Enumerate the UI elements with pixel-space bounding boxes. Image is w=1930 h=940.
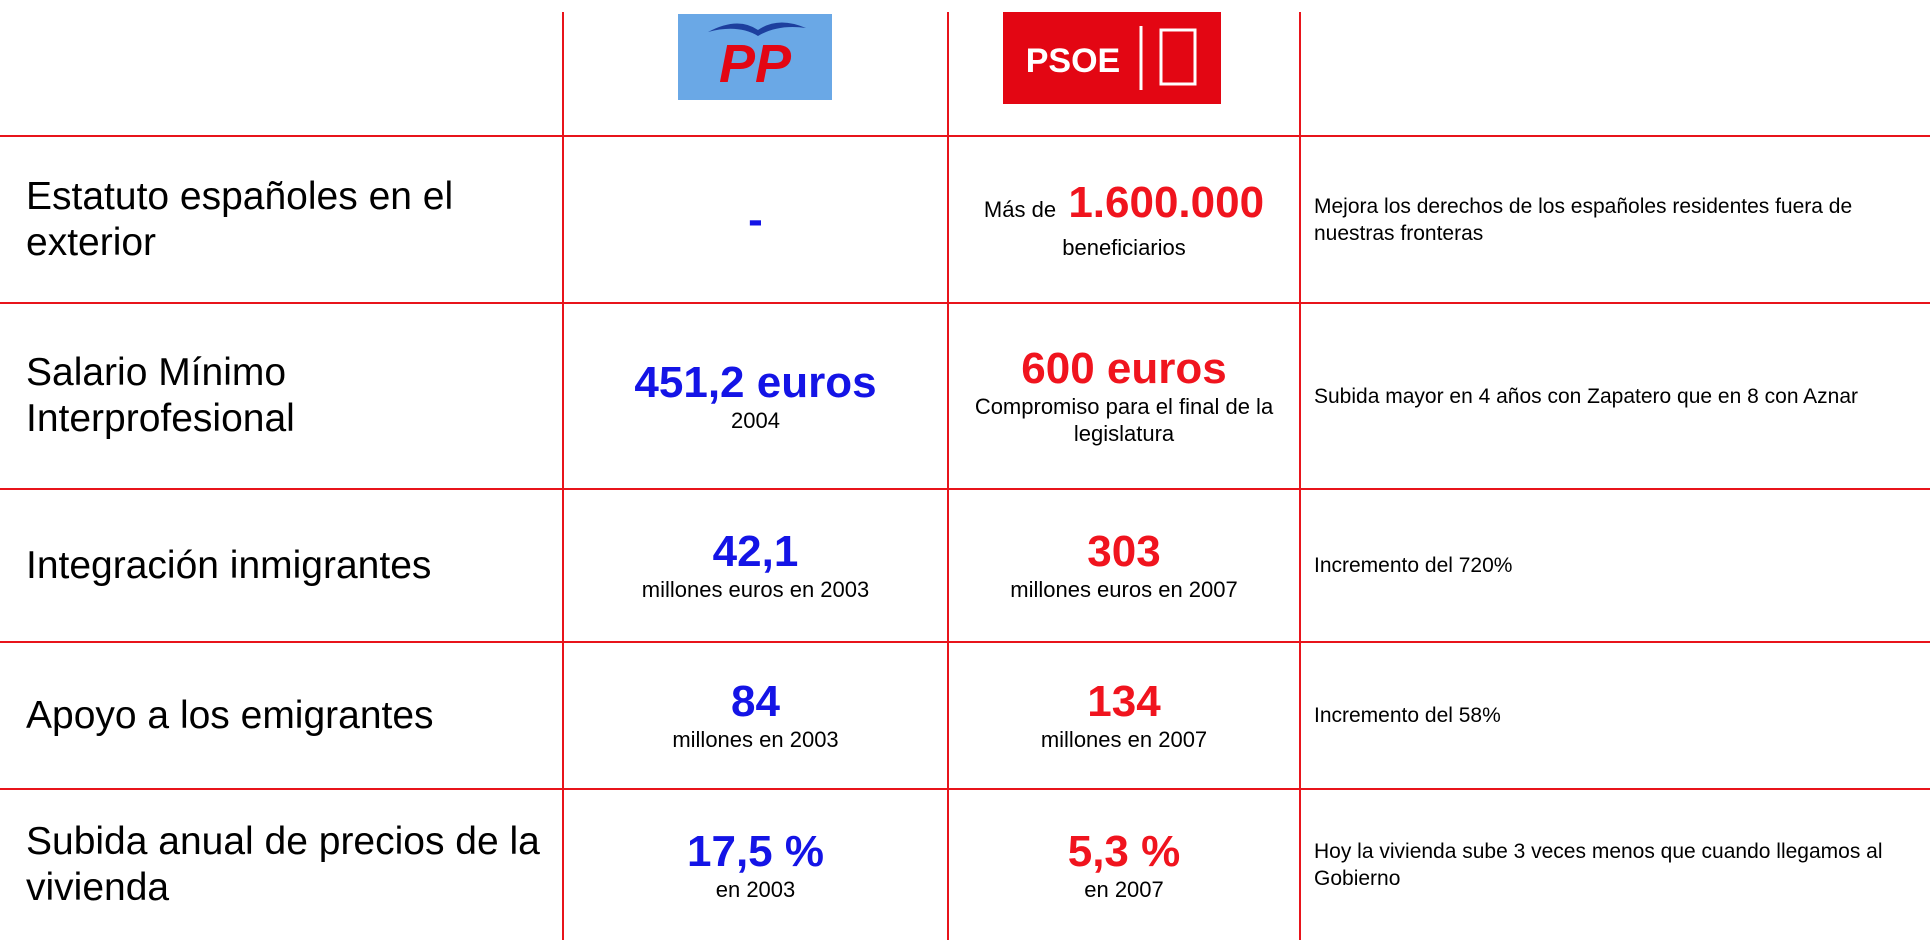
pp-cell: 17,5 % en 2003 [564,790,947,940]
psoe-value: 134 [1087,678,1160,726]
value: 134 [1087,677,1161,726]
pp-cell: 451,2 euros 2004 [564,304,947,488]
psoe-cell: 5,3 % en 2007 [949,790,1299,940]
psoe-logo-text: PSOE [1026,42,1120,80]
row-line [0,135,1930,137]
row-line [0,788,1930,790]
column-line [947,12,949,940]
pp-note: millones en 2003 [672,727,839,752]
psoe-note: millones en 2007 [1040,727,1208,752]
rose-icon [1159,28,1197,86]
value: 84 [731,677,780,726]
psoe-value: 600 euros [1021,345,1226,393]
pp-note: millones euros en 2003 [641,577,870,602]
row-line [0,641,1930,643]
psoe-value: 303 [1087,528,1160,576]
row-label: Estatuto españoles en el exterior [26,174,454,264]
psoe-cell: 303 millones euros en 2007 [949,490,1299,641]
psoe-note: millones euros en 2007 [1010,577,1238,602]
pp-logo-text: PP [719,34,792,94]
pp-value: 42,1 [713,528,799,576]
psoe-note: beneficiarios [1062,234,1186,260]
comment: Incremento del 58% [1314,704,1501,727]
comment: Mejora los derechos de los españoles res… [1314,194,1853,245]
psoe-note: Compromiso para el final de la legislatu… [974,394,1274,446]
value: 303 [1087,527,1161,576]
comment: Subida mayor en 4 años con Zapatero que … [1314,384,1859,408]
column-line [562,12,564,940]
psoe-logo-art: PSOE [1026,26,1197,90]
psoe-cell: Más de 1.600.000 beneficiarios [949,137,1299,302]
row-line [0,488,1930,490]
row-label: Apoyo a los emigrantes [26,693,434,737]
column-line [1299,12,1301,940]
value: 1.600.000 [1068,177,1265,227]
value: 17,5 % [687,826,824,876]
comment: Hoy la vivienda sube 3 veces menos que c… [1314,840,1883,890]
pp-value: - [748,194,763,244]
pp-logo-art: PP [708,22,806,94]
pp-note: 2004 [731,407,780,433]
psoe-cell: 600 euros Compromiso para el final de la … [949,304,1299,488]
psoe-logo: PSOE [1003,12,1221,104]
comment: Incremento del 720% [1314,554,1513,577]
pp-value: 451,2 euros [634,357,877,407]
psoe-value: 5,3 % [1067,826,1181,876]
pp-logo: PP [678,14,832,100]
psoe-cell: 134 millones en 2007 [949,643,1299,788]
pp-cell: - [564,137,947,302]
pp-cell: 42,1 millones euros en 2003 [564,490,947,641]
row-label: Salario Mínimo Interprofesional [26,351,295,440]
value: 42,1 [712,527,799,576]
value: 600 euros [1021,344,1227,393]
gull [708,22,806,36]
pp-value: 17,5 % [687,826,824,876]
pp-note: en 2003 [715,876,796,902]
value: 5,3 % [1067,826,1181,876]
pp-cell: 84 millones en 2003 [564,643,947,788]
row-label: Integración inmigrantes [26,543,432,587]
psoe-note: en 2007 [1084,876,1164,902]
row-line [0,302,1930,304]
pp-value: 84 [731,678,780,726]
psoe-value: Más de 1.600.000 [983,177,1265,234]
prefix: Más de [983,196,1057,222]
value: - [748,194,763,244]
value: 451,2 euros [634,357,877,407]
row-label: Subida anual de precios de la vivienda [26,820,540,909]
